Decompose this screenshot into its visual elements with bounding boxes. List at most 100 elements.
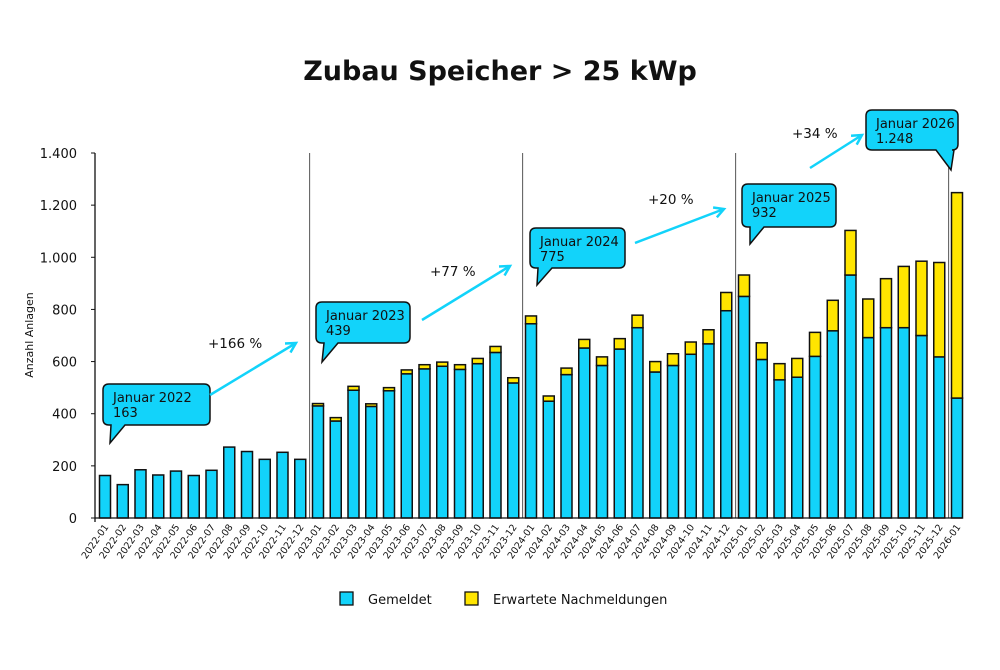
legend-label: Erwartete Nachmeldungen (493, 593, 667, 608)
bar-gemeldet (258, 458, 271, 519)
bar-nachmeldungen (897, 265, 910, 329)
bar-gemeldet (720, 309, 733, 519)
bar-nachmeldungen (382, 386, 396, 392)
bar-nachmeldungen (329, 416, 342, 422)
bar-gemeldet (98, 474, 112, 519)
bar-gemeldet (595, 364, 609, 519)
bar-nachmeldungen (879, 277, 893, 329)
bar-nachmeldungen (347, 385, 360, 392)
callout-value: 1.248 (876, 132, 913, 147)
bar-nachmeldungen (915, 260, 928, 337)
bar-gemeldet (542, 400, 555, 519)
y-tick-label: 400 (52, 408, 77, 423)
bar-nachmeldungen (418, 363, 431, 370)
bar-nachmeldungen (933, 261, 946, 358)
bar-gemeldet (702, 343, 715, 519)
bar-nachmeldungen (649, 360, 662, 373)
bar-gemeldet (791, 376, 804, 519)
year-separators (309, 153, 950, 518)
legend-swatch (464, 591, 479, 606)
bar-gemeldet (933, 356, 946, 519)
callout-bubble (529, 227, 626, 288)
growth-label: +77 % (430, 264, 476, 280)
bar-gemeldet (755, 358, 768, 519)
growth-arrow (209, 341, 299, 397)
growth-label: +34 % (792, 126, 838, 142)
legend-swatch (339, 591, 354, 606)
bar-nachmeldungen (862, 298, 875, 339)
chart-title: Zubau Speicher > 25 kWp (303, 56, 697, 87)
bar-gemeldet (294, 458, 307, 519)
callout-bubble (102, 383, 211, 446)
y-tick-label: 0 (69, 512, 77, 527)
growth-arrow (809, 133, 865, 170)
bar-nachmeldungen (613, 337, 626, 350)
bar-gemeldet (400, 373, 413, 519)
bar-gemeldet (826, 330, 839, 519)
bar-gemeldet (347, 389, 360, 519)
y-tick-label: 200 (52, 460, 77, 475)
bar-nachmeldungen (826, 299, 839, 332)
bar-gemeldet (808, 355, 822, 519)
bar-gemeldet (276, 451, 289, 519)
bar-nachmeldungen (489, 345, 502, 354)
bar-nachmeldungen (844, 229, 857, 276)
callout-label: Januar 2025 (751, 191, 831, 206)
bar-gemeldet (879, 326, 893, 519)
bar-gemeldet (311, 405, 325, 519)
bar-nachmeldungen (773, 362, 786, 381)
callout-bubble (315, 301, 411, 365)
arrow-line (209, 341, 297, 397)
bar-gemeldet (915, 334, 928, 519)
bar-gemeldet (471, 362, 484, 519)
y-tick-label: 1.000 (40, 251, 77, 266)
bar-nachmeldungen (791, 357, 804, 378)
bar-nachmeldungen (453, 363, 467, 371)
bar-gemeldet (684, 353, 697, 519)
y-tick-label: 600 (52, 356, 77, 371)
bar-gemeldet (365, 405, 378, 519)
bar-nachmeldungen (471, 357, 484, 365)
growth-label: +20 % (648, 192, 694, 208)
bar-gemeldet (897, 326, 910, 519)
bar-gemeldet (631, 326, 644, 519)
bar-gemeldet (489, 351, 502, 519)
bar-gemeldet (134, 469, 147, 519)
legend-label: Gemeldet (368, 593, 432, 608)
callout-value: 775 (540, 250, 565, 265)
arrow-line (634, 207, 725, 245)
bar-gemeldet (737, 295, 751, 519)
bar-nachmeldungen (507, 376, 520, 384)
y-axis-label: Anzahl Anlagen (23, 292, 36, 378)
callout-label: Januar 2023 (325, 309, 405, 324)
bar-gemeldet (152, 474, 165, 519)
bar-gemeldet (116, 483, 129, 519)
bar-nachmeldungen (755, 342, 768, 361)
callout-bubble (741, 183, 837, 247)
bar-nachmeldungen (950, 191, 964, 399)
bar-nachmeldungen (560, 367, 573, 376)
growth-arrow (421, 264, 513, 322)
callout-value: 163 (113, 406, 138, 421)
bar-gemeldet (382, 390, 396, 519)
bar-nachmeldungen (631, 314, 644, 329)
arrow-head-icon (498, 264, 513, 277)
bar-gemeldet (950, 397, 964, 519)
bar-gemeldet (205, 469, 218, 519)
bar-gemeldet (436, 365, 449, 519)
bar-gemeldet (844, 274, 857, 519)
arrow-head-icon (850, 133, 865, 146)
y-tick-label: 1.400 (40, 147, 77, 162)
bar-gemeldet (418, 368, 431, 519)
legend: Gemeldet Erwartete Nachmeldungen (339, 591, 667, 608)
bar-nachmeldungen (808, 331, 822, 358)
bar-nachmeldungen (578, 338, 591, 349)
bar-nachmeldungen (684, 341, 697, 356)
callout-value: 932 (752, 206, 777, 221)
bar-gemeldet (613, 348, 626, 519)
bar-nachmeldungen (666, 353, 680, 367)
